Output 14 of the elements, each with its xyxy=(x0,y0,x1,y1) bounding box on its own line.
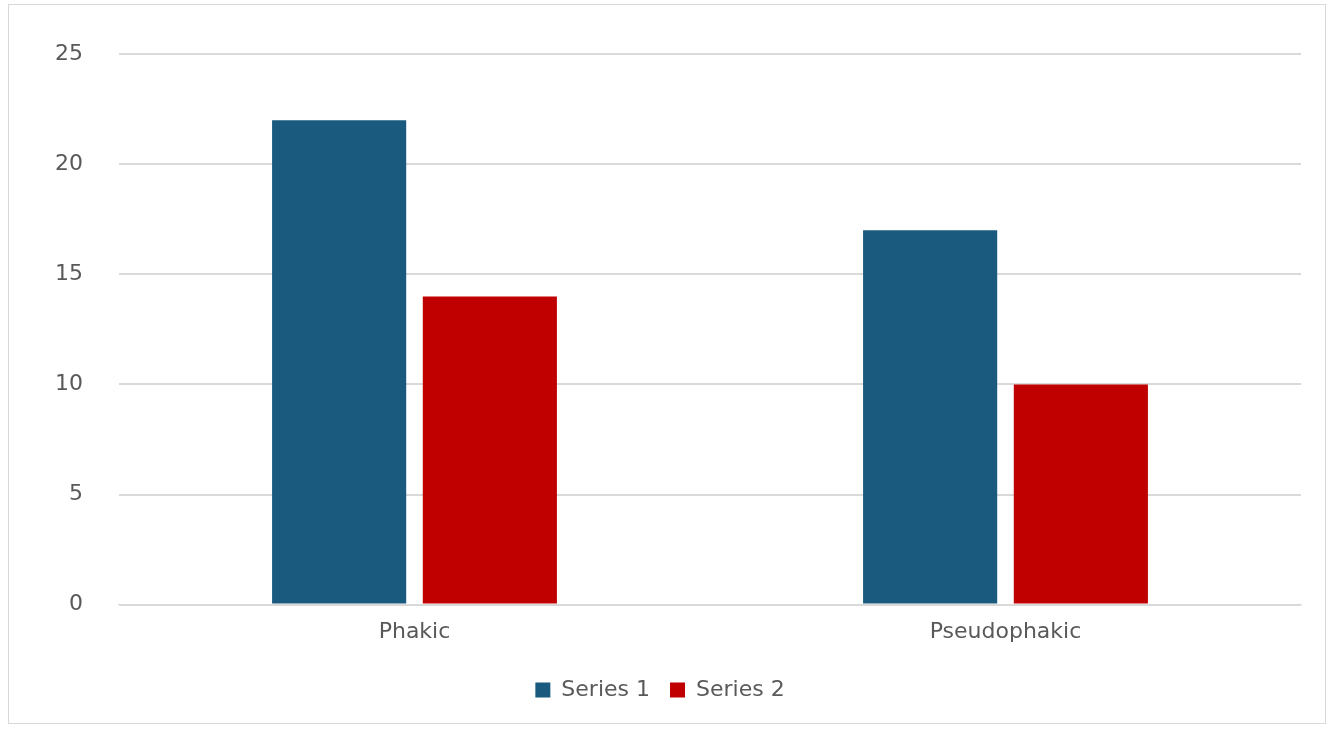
x-tick-label: Pseudophakic xyxy=(929,617,1082,643)
y-tick-label: 10 xyxy=(54,370,83,396)
y-tick-label: 0 xyxy=(68,590,83,616)
bar xyxy=(272,120,407,604)
legend-label: Series 2 xyxy=(696,675,785,701)
bar xyxy=(863,230,998,604)
y-tick-label: 15 xyxy=(54,260,83,286)
bar xyxy=(1013,384,1148,604)
y-tick-label: 20 xyxy=(54,150,83,175)
y-tick-label: 25 xyxy=(54,39,83,65)
y-tick-label: 5 xyxy=(68,480,83,506)
x-tick-label: Phakic xyxy=(378,617,451,643)
legend-label: Series 1 xyxy=(561,675,651,701)
bar xyxy=(422,296,557,604)
